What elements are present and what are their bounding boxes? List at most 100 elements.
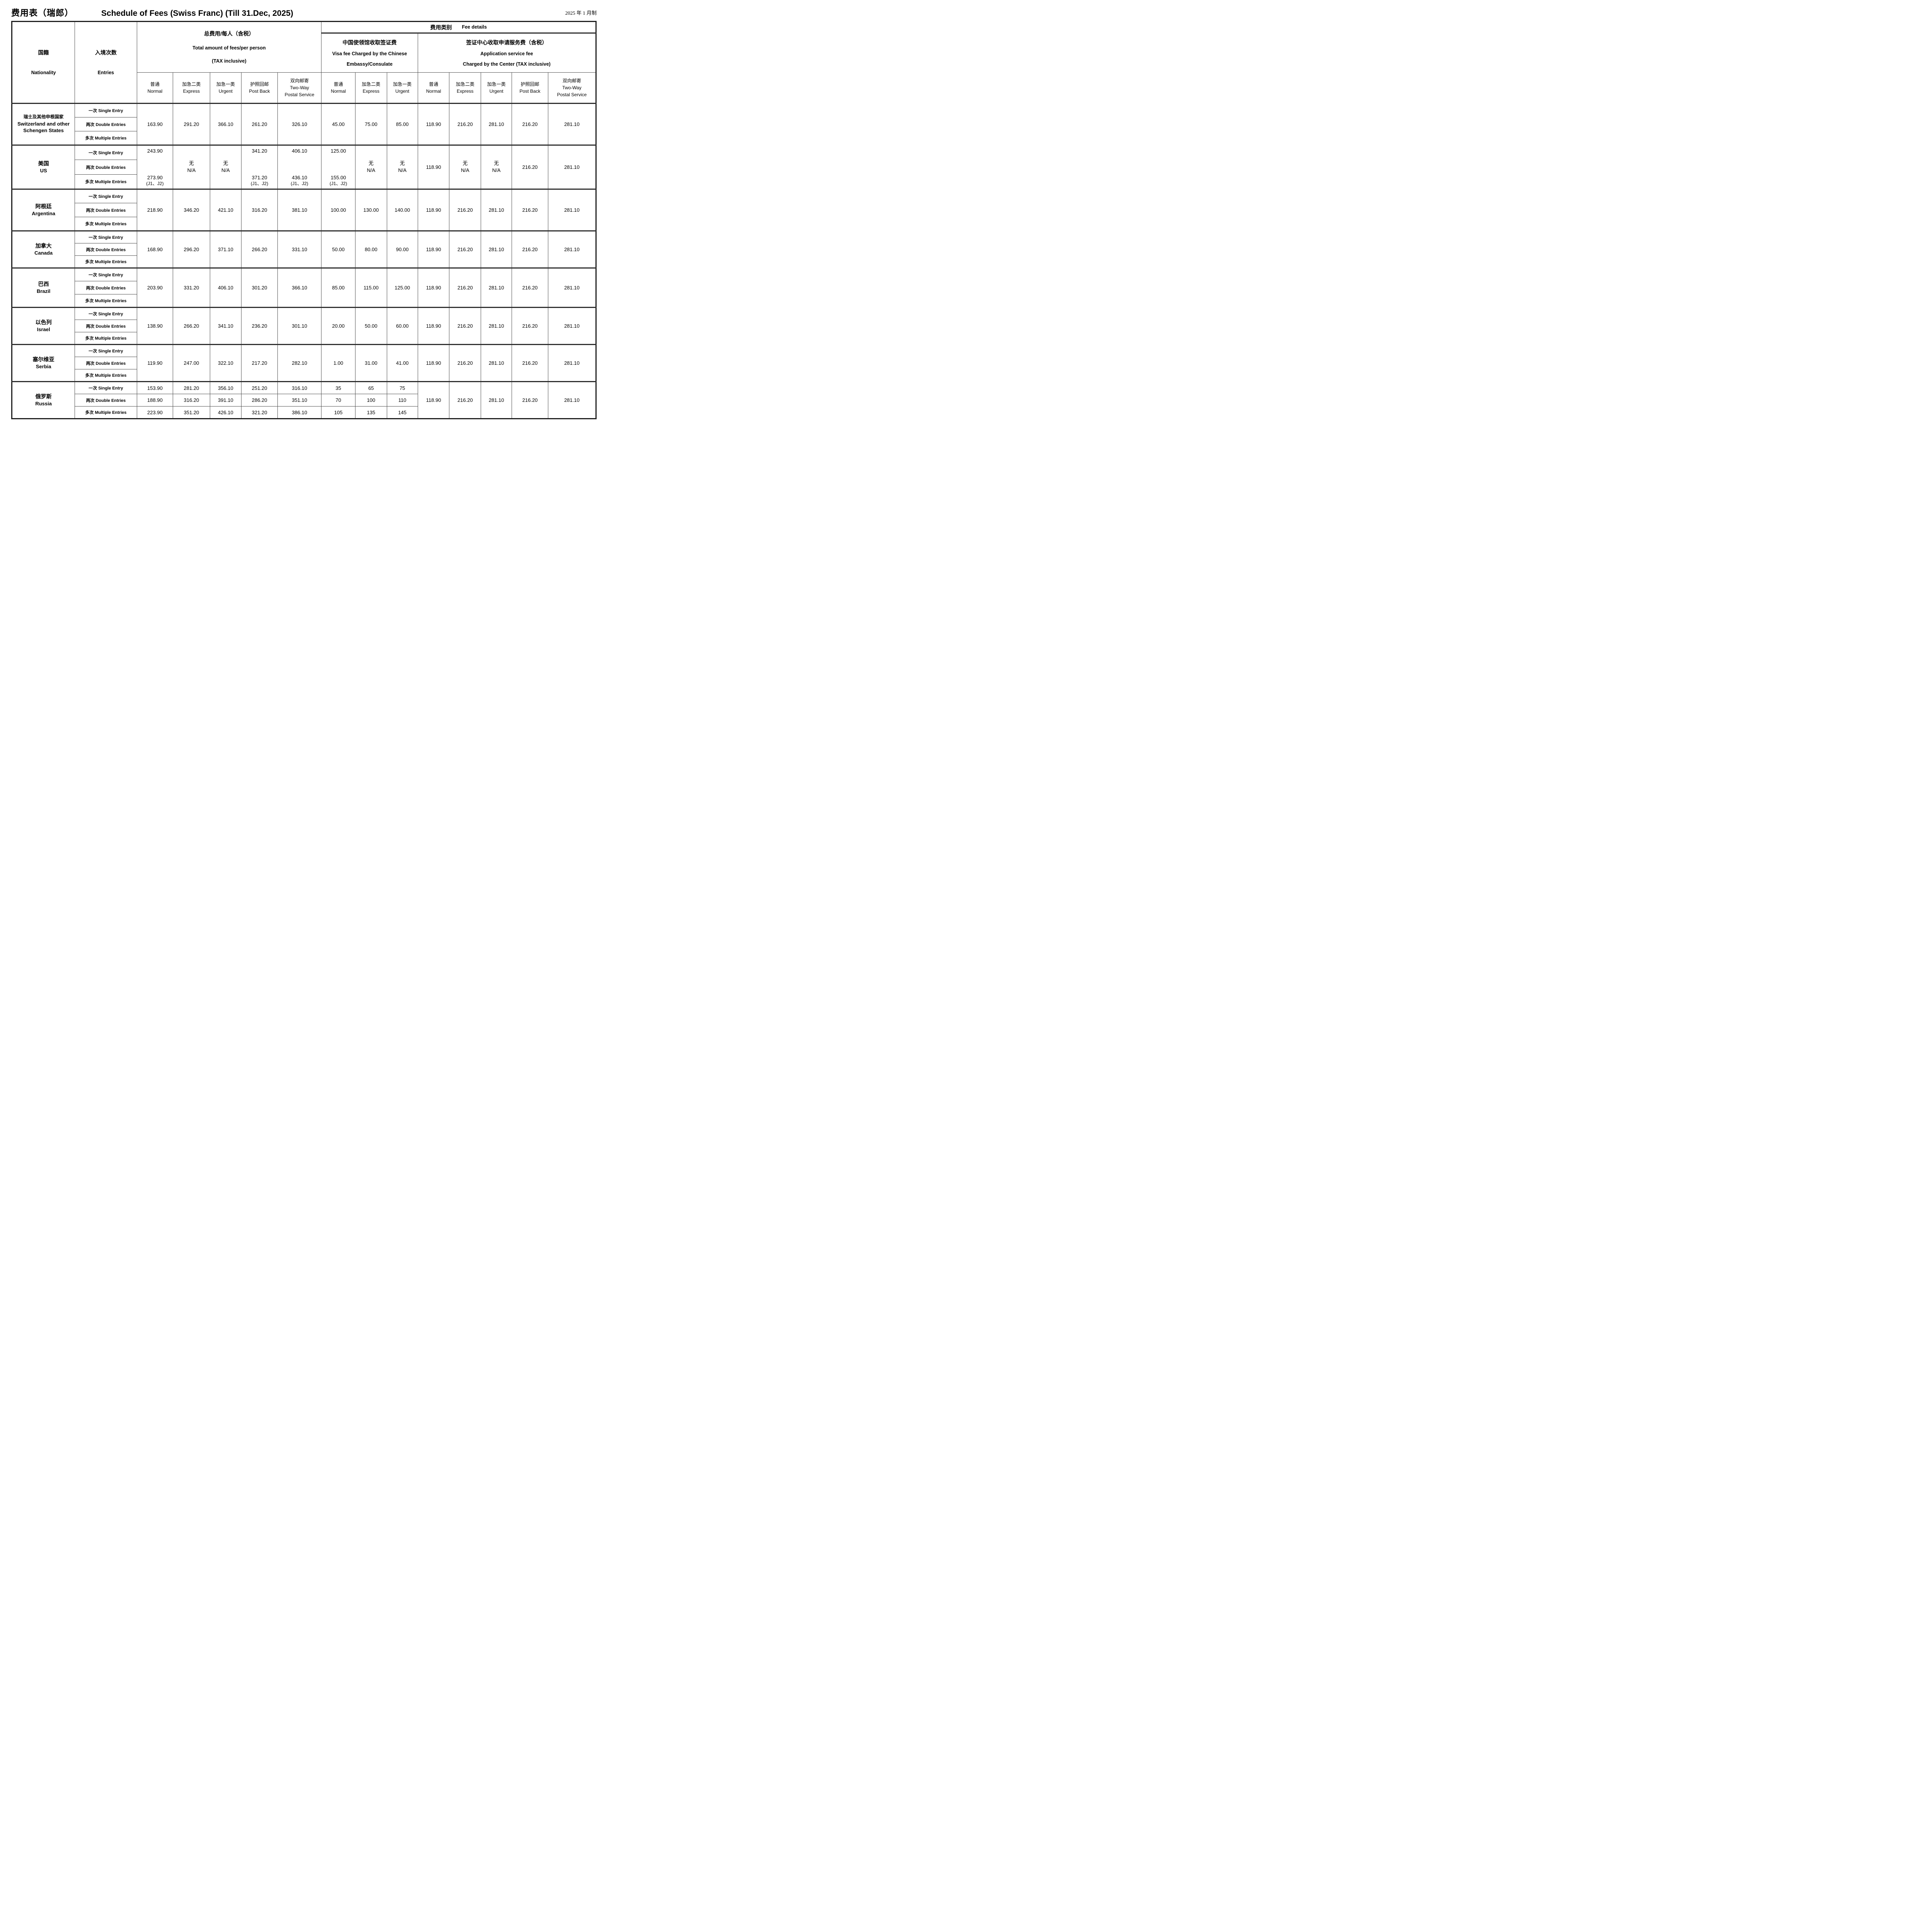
fee-cell: 85.00	[386, 103, 418, 145]
fee-value: 331.20	[184, 285, 199, 291]
fee-cell: 216.20	[449, 381, 481, 419]
entry-label: 多次 Multiple Entries	[85, 373, 127, 378]
visa-header-en2: Embassy/Consulate	[347, 61, 393, 67]
fee-cell: 80.00	[355, 230, 387, 268]
subcol-visa-express: 加急二类 Express	[355, 72, 387, 104]
group-header-total: 总费用/每人（含税） Total amount of fees/per pers…	[136, 21, 322, 73]
fee-cell: 216.20	[512, 344, 548, 382]
fee-value: 203.90	[147, 285, 163, 291]
fee-cell: 无 N/A	[386, 145, 418, 189]
table-row-brazil-1: 两次 Double Entries	[12, 281, 596, 294]
na-en: N/A	[187, 167, 196, 173]
entry-label: 一次 Single Entry	[88, 235, 123, 240]
nationality-cjk: 瑞士及其他申根国家	[23, 115, 64, 120]
subcol-total-postback: 护照回邮 Post Back	[241, 72, 278, 104]
fee-value: 118.90	[426, 121, 441, 127]
fee-value: 281.10	[564, 164, 580, 170]
fee-value: 45.00	[332, 121, 345, 127]
header-row-subcols: 普通 Normal 加急二类 Express 加急一类 Urgent 护照回邮 Post…	[12, 72, 597, 104]
entry-label: 多次 Multiple Entries	[85, 260, 127, 264]
fee-cell: 无 N/A	[355, 145, 387, 189]
fee-split-value: 243.90 273.90 (J1、J2)	[137, 146, 173, 189]
fee-value: 316.20	[184, 397, 199, 403]
fee-details-en: Fee details	[462, 24, 487, 30]
total-header-en1: Total amount of fees/per person	[192, 45, 266, 51]
subcol-total-express: 加急二类 Express	[173, 72, 210, 104]
fee-value: 217.20	[252, 360, 267, 366]
entry-label: 一次 Single Entry	[88, 273, 123, 277]
fee-value: 118.90	[426, 323, 441, 329]
fee-value: 281.10	[488, 207, 504, 213]
entry-label: 多次 Multiple Entries	[85, 336, 127, 341]
fee-value: 145	[398, 409, 407, 415]
fee-value: 216.20	[522, 121, 538, 127]
na-en: N/A	[492, 167, 501, 173]
table-row-serbia-0: 塞尔维亚 Serbia 一次 Single Entry 119.90 247.00 322…	[11, 344, 597, 382]
entry-label: 两次 Double Entries	[86, 398, 126, 403]
fee-cell: 218.90	[136, 189, 173, 231]
table-row-russia-0: 俄罗斯 Russia 一次 Single Entry 153.90 281.20 356.…	[11, 381, 597, 419]
fee-cell: 无 N/A	[481, 145, 512, 189]
fee-cell: 281.10	[548, 381, 597, 419]
subcol-service-express: 加急二类 Express	[449, 72, 481, 104]
fee-cell: 281.20	[173, 381, 210, 394]
entry-label: 多次 Multiple Entries	[85, 222, 127, 226]
fee-value: 281.10	[564, 121, 580, 127]
fee-note: (J1、J2)	[329, 181, 347, 186]
fee-cell: 216.20	[449, 307, 481, 345]
fee-value: 322.10	[218, 360, 233, 366]
fee-value: 216.20	[522, 247, 538, 252]
fee-cell: 118.90	[417, 267, 450, 308]
fee-value: 35	[335, 385, 341, 391]
date-made-label: 2025 年 1 月制	[565, 10, 597, 16]
fee-split-value: 406.10 436.10 (J1、J2)	[278, 146, 321, 189]
fee-value: 291.20	[184, 121, 199, 127]
na-en: N/A	[221, 167, 230, 173]
fee-cell: 203.90	[136, 267, 173, 308]
fee-value: 130.00	[363, 207, 379, 213]
fee-cell: 331.20	[173, 267, 210, 308]
page-title-en: Schedule of Fees (Swiss Franc) (Till 31.…	[101, 9, 293, 18]
fee-value: 216.20	[522, 323, 538, 329]
entries-header-cjk: 入境次数	[95, 49, 117, 56]
group-header-service-fee: 签证中心收取申请服务费（含税） Application service fee …	[417, 33, 597, 73]
group-header-visa-fee: 中国使领馆收取签证费 Visa fee Charged by the Chine…	[321, 33, 418, 73]
fee-cell: 331.10	[277, 230, 322, 268]
table-header: 国籍 Nationality 入境次数 Entries 总费用/每人（含税） T…	[11, 21, 597, 104]
fee-cell: 100	[355, 394, 387, 407]
entries-cell: 多次 Multiple Entries	[75, 406, 137, 419]
fee-value: 105	[334, 409, 343, 415]
fee-split-value: 341.20 371.20 (J1、J2)	[242, 146, 277, 189]
fee-value: 281.10	[488, 360, 504, 366]
fee-value: 391.10	[218, 397, 233, 403]
fee-cell: 118.90	[417, 103, 450, 145]
entry-label: 多次 Multiple Entries	[85, 180, 127, 184]
fee-cell: 296.20	[173, 230, 210, 268]
subcol-total-urgent: 加急一类 Urgent	[209, 72, 242, 104]
fee-value: 138.90	[147, 323, 163, 329]
fee-value: 85.00	[396, 121, 409, 127]
visa-header-en1: Visa fee Charged by the Chinese	[332, 51, 407, 56]
fee-value: 356.10	[218, 385, 233, 391]
fee-cell: 216.20	[449, 103, 481, 145]
fee-value: 163.90	[147, 121, 163, 127]
entries-cell: 一次 Single Entry	[75, 267, 137, 281]
col-header-entries: 入境次数 Entries	[75, 21, 137, 104]
total-header-en2: (TAX inclusive)	[212, 58, 247, 64]
fee-cell: 130.00	[355, 189, 387, 231]
subcol-service-urgent: 加急一类 Urgent	[481, 72, 512, 104]
col-header-nationality: 国籍 Nationality	[11, 21, 75, 104]
fee-cell: 346.20	[173, 189, 210, 231]
fee-value: 281.10	[564, 323, 580, 329]
fee-value: 281.10	[564, 397, 580, 403]
na-cjk: 无	[368, 160, 374, 167]
na-cjk: 无	[189, 160, 194, 167]
fee-value: 346.20	[184, 207, 199, 213]
entries-cell: 一次 Single Entry	[75, 103, 137, 117]
nationality-cell-canada: 加拿大 Canada	[11, 230, 75, 268]
entries-cell: 两次 Double Entries	[75, 117, 137, 131]
fee-value: 1.00	[333, 360, 344, 366]
subcol-service-postback: 护照回邮 Post Back	[512, 72, 548, 104]
fee-cell: 341.10	[209, 307, 242, 345]
entries-cell: 多次 Multiple Entries	[75, 217, 137, 231]
